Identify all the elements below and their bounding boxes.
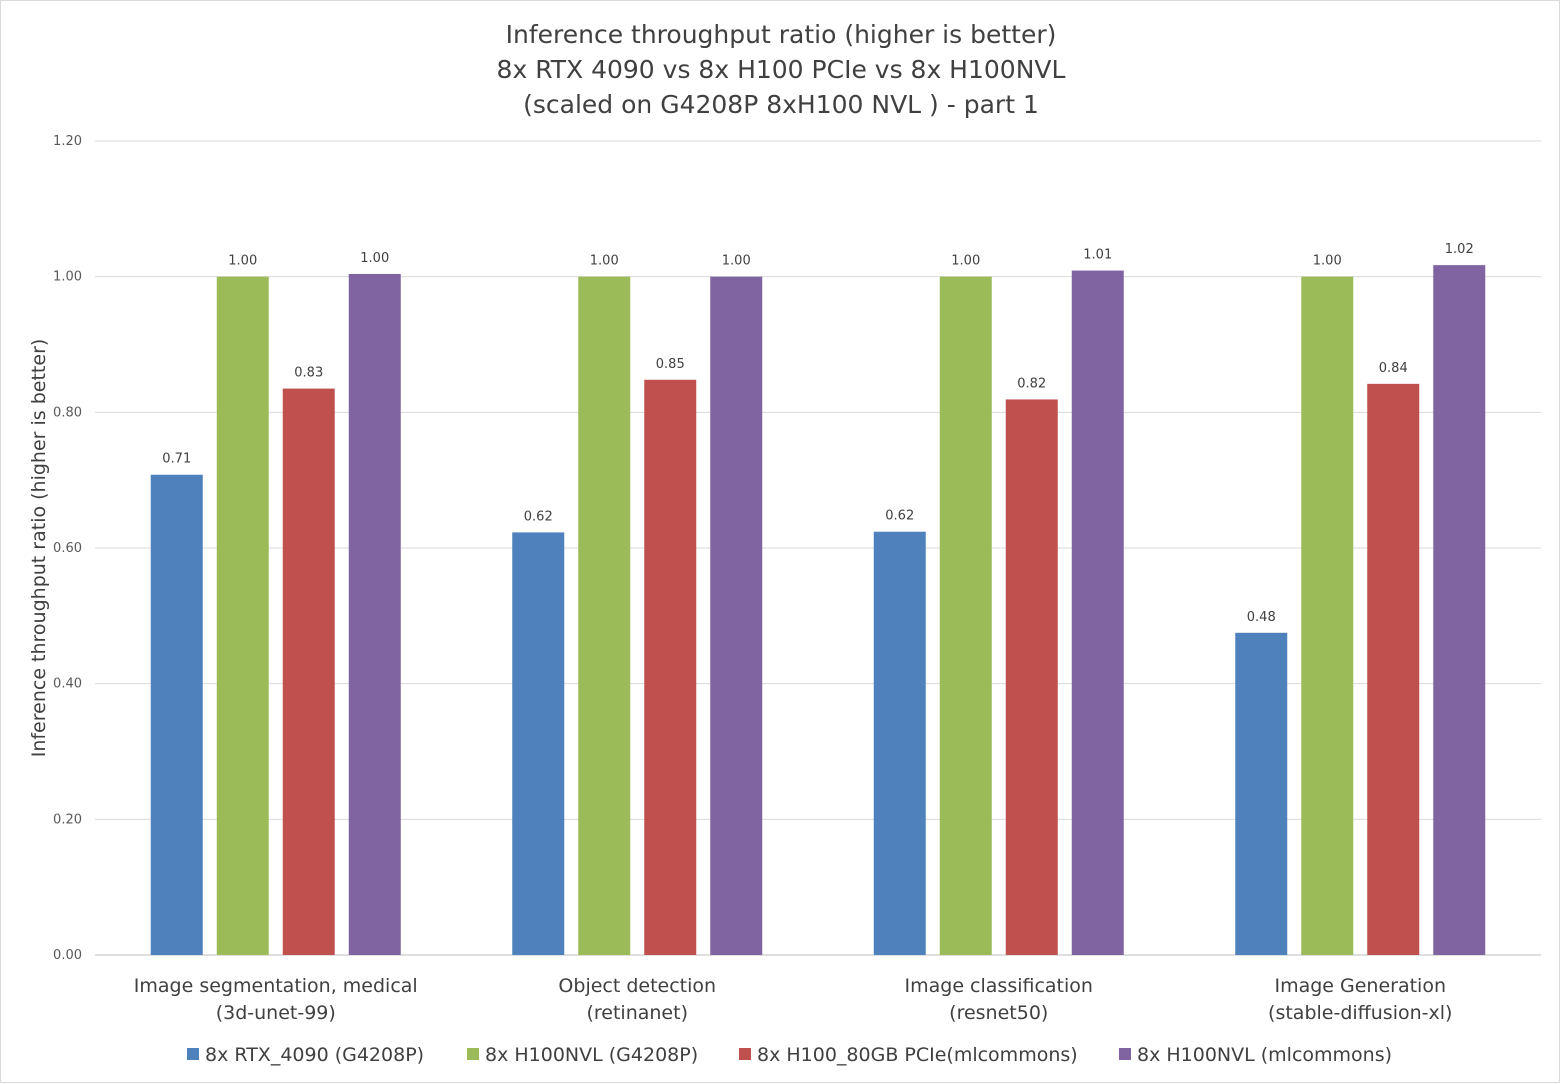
chart-title: Inference throughput ratio (higher is be… <box>497 20 1066 119</box>
legend-label: 8x H100NVL (G4208P) <box>485 1044 698 1066</box>
data-label: 0.83 <box>294 366 323 381</box>
chart-subtitle-line-1: 8x RTX 4090 vs 8x H100 PCIe vs 8x H100NV… <box>497 55 1066 84</box>
x-category-label: (resnet50) <box>949 1002 1048 1024</box>
bar-1-1 <box>150 474 203 955</box>
legend-swatch <box>739 1048 751 1060</box>
legend-label: 8x H100_80GB PCIe(mlcommons) <box>757 1044 1078 1066</box>
data-label: 1.00 <box>1313 254 1342 269</box>
legend-swatch <box>1119 1048 1131 1060</box>
data-label: 1.02 <box>1445 242 1474 257</box>
bar-2-1 <box>216 276 269 956</box>
data-label: 1.00 <box>228 254 257 269</box>
bar-3-3 <box>1005 399 1058 955</box>
bar-3-4 <box>1367 383 1420 955</box>
y-tick-label: 0.00 <box>53 948 82 963</box>
y-tick-label: 0.20 <box>53 812 82 827</box>
legend-swatch <box>467 1048 479 1060</box>
bar-4-1 <box>348 273 401 955</box>
bar-2-2 <box>578 276 631 956</box>
bar-4-4 <box>1433 265 1486 955</box>
x-category-label: Object detection <box>558 975 716 997</box>
data-label: 1.00 <box>360 251 389 266</box>
legend-swatch <box>187 1048 199 1060</box>
bar-3-2 <box>644 379 697 956</box>
chart-title-line-1: Inference throughput ratio (higher is be… <box>506 20 1057 49</box>
y-tick-label: 0.40 <box>53 677 82 692</box>
bar-1-4 <box>1235 632 1288 955</box>
bar-1-2 <box>512 532 565 955</box>
bar-2-4 <box>1301 276 1354 956</box>
y-tick-label: 0.60 <box>53 541 82 556</box>
y-axis-label: Inference throughput ratio (higher is be… <box>28 339 50 758</box>
bar-4-2 <box>710 276 763 956</box>
y-axis-ticks: 0.00 0.20 0.40 0.60 0.80 1.00 1.20 <box>53 134 82 963</box>
y-tick-label: 0.80 <box>53 405 82 420</box>
data-label: 0.85 <box>656 357 685 372</box>
data-label: 0.48 <box>1247 610 1276 625</box>
data-label: 1.00 <box>722 254 751 269</box>
data-label: 0.62 <box>885 509 914 524</box>
x-category-label: (3d-unet-99) <box>216 1002 336 1024</box>
bar-4-3 <box>1071 270 1124 956</box>
legend-label: 8x H100NVL (mlcommons) <box>1137 1044 1392 1066</box>
bars <box>150 265 1486 956</box>
bar-1-3 <box>873 531 926 955</box>
x-category-label: Image classification <box>905 975 1093 997</box>
legend-label: 8x RTX_4090 (G4208P) <box>205 1044 424 1066</box>
y-tick-label: 1.20 <box>53 134 82 149</box>
y-tick-label: 1.00 <box>53 270 82 285</box>
x-axis-categories: Image segmentation, medical (3d-unet-99) O… <box>134 975 1453 1024</box>
data-label: 0.71 <box>162 452 191 467</box>
x-category-label: (stable-diffusion-xl) <box>1268 1002 1452 1024</box>
x-category-label: Image Generation <box>1274 975 1446 997</box>
x-category-label: (retinanet) <box>586 1002 688 1024</box>
gridlines <box>95 140 1541 956</box>
chart-subtitle-line-2: (scaled on G4208P 8xH100 NVL ) - part 1 <box>523 90 1039 119</box>
data-label: 0.62 <box>524 509 553 524</box>
data-label: 1.00 <box>590 254 619 269</box>
x-category-label: Image segmentation, medical <box>134 975 418 997</box>
data-label: 0.82 <box>1017 376 1046 391</box>
bar-3-1 <box>282 388 335 955</box>
data-label: 1.00 <box>951 254 980 269</box>
legend: 8x RTX_4090 (G4208P) 8x H100NVL (G4208P) 8… <box>187 1044 1392 1066</box>
data-labels: 0.71 1.00 0.83 1.00 0.62 1.00 0.85 1.00 0.62 1.00… <box>162 242 1473 625</box>
data-label: 0.84 <box>1379 361 1408 376</box>
bar-2-3 <box>939 276 992 956</box>
data-label: 1.01 <box>1083 248 1112 263</box>
